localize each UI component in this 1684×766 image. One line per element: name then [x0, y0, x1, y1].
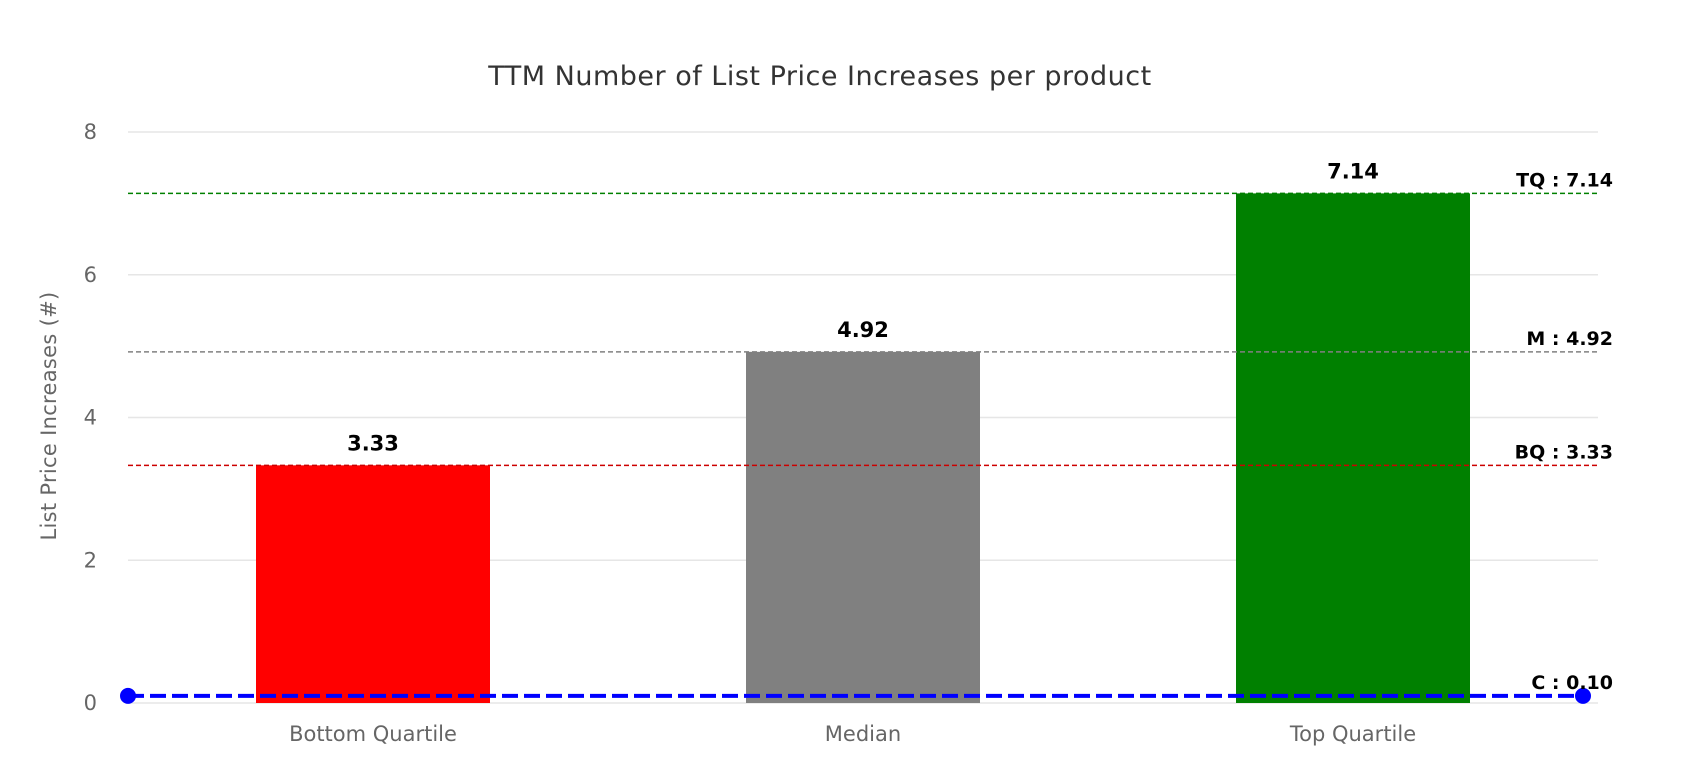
- y-axis: 0 2 4 6 8: [84, 120, 97, 715]
- bar-median: [746, 351, 980, 703]
- bar-value-label: 4.92: [837, 318, 889, 342]
- bar-value-label: 7.14: [1327, 159, 1379, 183]
- bar-value-label: 3.33: [347, 431, 399, 455]
- chart-title: TTM Number of List Price Increases per p…: [487, 61, 1151, 92]
- y-tick-label: 4: [84, 406, 97, 430]
- reference-line-c-start-marker: [120, 687, 136, 704]
- data-labels: 3.33 4.92 7.14: [347, 159, 1379, 455]
- reference-line-tq-label: TQ : 7.14: [1516, 169, 1613, 191]
- reference-line-c-end-marker: [1575, 687, 1591, 704]
- y-tick-label: 8: [84, 120, 97, 144]
- bar-bottom-quartile: [256, 465, 490, 703]
- reference-line-bq-label: BQ : 3.33: [1515, 441, 1613, 463]
- y-tick-label: 2: [84, 548, 97, 572]
- y-axis-title: List Price Increases (#): [37, 292, 61, 541]
- reference-line-c-label: C : 0.10: [1531, 672, 1613, 694]
- y-tick-label: 6: [84, 263, 97, 287]
- reference-lines: TQ : 7.14 M : 4.92 BQ : 3.33 C : 0.10: [120, 169, 1613, 704]
- bar-top-quartile: [1236, 193, 1470, 703]
- x-category-label: Top Quartile: [1289, 722, 1416, 746]
- x-axis: Bottom Quartile Median Top Quartile: [289, 722, 1416, 746]
- y-tick-label: 0: [84, 691, 97, 715]
- x-category-label: Bottom Quartile: [289, 722, 457, 746]
- bars: [256, 193, 1470, 703]
- x-category-label: Median: [825, 722, 901, 746]
- reference-line-m-label: M : 4.92: [1526, 328, 1613, 350]
